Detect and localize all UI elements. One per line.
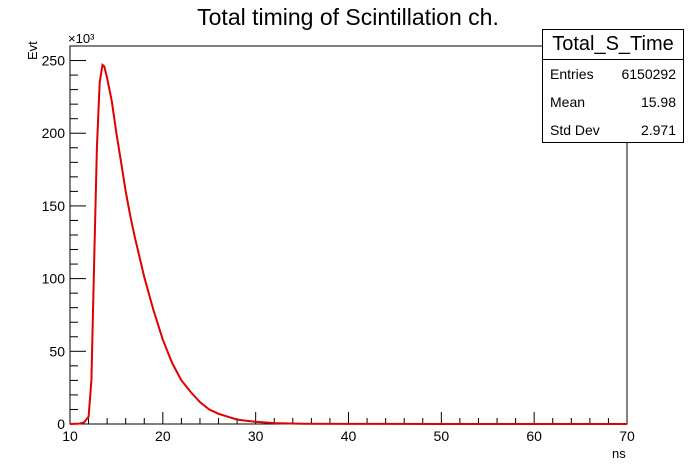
y-tick-label: 250 bbox=[42, 53, 66, 69]
y-exponent-label: ×10³ bbox=[68, 31, 95, 46]
stats-row-mean: Mean 15.98 bbox=[543, 88, 683, 116]
axis-tick-labels: 10 20 30 40 50 60 70 0 50 100 150 200 250 bbox=[42, 53, 635, 444]
stats-box: Total_S_Time Entries 6150292 Mean 15.98 … bbox=[542, 29, 684, 143]
chart-title: Total timing of Scintillation ch. bbox=[197, 4, 499, 30]
x-tick-label: 20 bbox=[155, 428, 171, 444]
stats-value: 6150292 bbox=[621, 66, 676, 82]
histogram-curve bbox=[69, 63, 627, 425]
axis-ticks bbox=[69, 45, 628, 425]
x-tick-label: 60 bbox=[526, 428, 542, 444]
stats-label: Std Dev bbox=[550, 122, 600, 138]
stats-label: Mean bbox=[550, 94, 586, 110]
stats-box-title: Total_S_Time bbox=[543, 30, 683, 60]
x-tick-label: 40 bbox=[341, 428, 357, 444]
stats-row-stddev: Std Dev 2.971 bbox=[543, 116, 683, 144]
stats-label: Entries bbox=[550, 66, 594, 82]
x-tick-label: 30 bbox=[248, 428, 264, 444]
stats-row-entries: Entries 6150292 bbox=[543, 60, 683, 88]
plot-frame bbox=[69, 45, 628, 425]
x-tick-label: 10 bbox=[62, 428, 78, 444]
x-axis-title: ns bbox=[612, 446, 626, 461]
x-tick-label: 50 bbox=[434, 428, 450, 444]
y-axis-title: Evt bbox=[25, 41, 40, 60]
y-tick-label: 0 bbox=[57, 416, 65, 432]
y-tick-label: 50 bbox=[49, 343, 65, 359]
stats-value: 2.971 bbox=[640, 122, 676, 138]
x-tick-label: 70 bbox=[619, 428, 635, 444]
stats-value: 15.98 bbox=[640, 94, 676, 110]
y-tick-label: 200 bbox=[42, 125, 66, 141]
y-tick-label: 100 bbox=[42, 271, 66, 287]
y-tick-label: 150 bbox=[42, 198, 66, 214]
